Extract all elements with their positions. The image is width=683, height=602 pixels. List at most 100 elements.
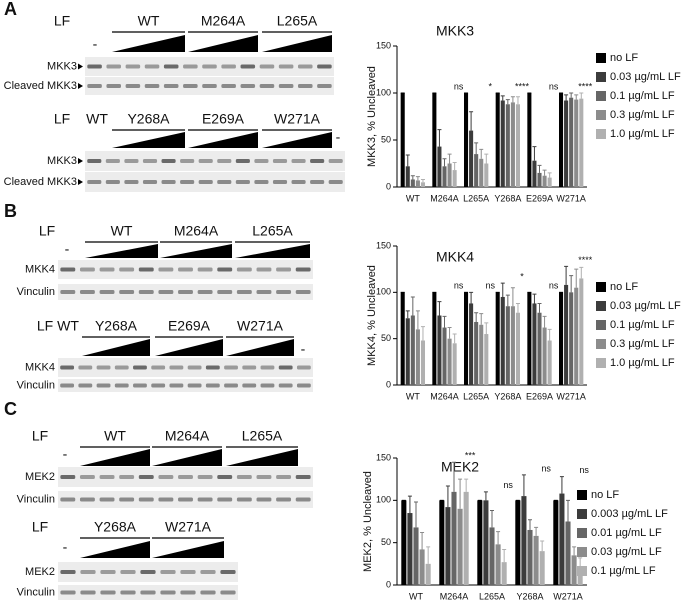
row-arrow [78,83,83,89]
blot-band [178,290,193,294]
bar [410,179,415,187]
blot-band [236,475,252,479]
blot-band [78,365,93,370]
group-label: W271A [274,111,321,127]
error-bar [452,461,456,492]
blot-band [254,180,269,184]
error-bar [547,328,552,341]
legend-swatch [577,566,587,576]
error-bar [534,526,539,536]
blot-band [120,570,136,574]
concentration-wedge [80,449,150,466]
blot-band [178,475,193,479]
y-tick-label: 100 [376,287,391,297]
blot-band [169,383,184,388]
y-tick-label: 50 [381,134,391,144]
group-label: M264A [174,223,219,239]
blot-band [297,64,313,69]
blot-band [317,64,332,69]
y-tick-label: 50 [381,333,391,343]
blot-band [140,590,156,595]
blot-band [278,64,294,69]
blot-strip [58,358,313,377]
bar [483,500,489,585]
lf-label: LF [54,13,70,29]
significance-label: **** [578,255,593,265]
error-bar [405,154,410,167]
bar [432,93,437,187]
blot-band [295,475,311,479]
blot-band [197,497,213,502]
x-tick-label: Y268A [516,591,543,601]
error-bar [564,265,569,285]
error-bar [474,142,479,155]
blot-band [161,180,176,184]
legend-label: 0.3 µg/mL LF [610,109,675,121]
blot-band [87,159,102,163]
error-bar [437,301,442,316]
blot-band [235,159,250,163]
blot-band [178,497,193,502]
bar [505,104,510,187]
bar [469,303,474,385]
error-bar [532,293,537,304]
legend-swatch [596,301,606,311]
blot-band [197,290,213,294]
blot-band [295,290,311,294]
bar [415,180,420,187]
legend-label: 1.0 µg/mL LF [610,357,675,369]
error-bar [484,322,489,335]
legend-label: 0.3 µg/mL LF [610,338,675,350]
legend-swatch [577,528,587,538]
y-axis-label: MKK4, % Uncleaved [366,265,378,366]
legend-swatch [596,110,606,120]
blot-band [276,267,292,272]
blot-band [180,570,196,574]
blot-band [96,383,111,388]
error-bar [579,92,584,99]
row-label: MKK4 [25,361,55,373]
bar [501,562,507,585]
blot-band [272,180,288,184]
error-bar [464,478,469,492]
error-bar [452,333,457,344]
error-bar [447,153,452,164]
blot-band [217,159,232,163]
blot-band [60,290,76,294]
blot-band [295,267,311,272]
group-label: W271A [237,318,284,334]
legend-label: 0.03 µg/mL LF [591,546,662,558]
bar [539,551,545,585]
group-label: WT [104,428,126,444]
legend-swatch [596,320,606,330]
error-bar [574,268,579,288]
bar [447,338,452,385]
bar [484,334,489,385]
concentration-wedge [80,541,150,558]
y-tick-label: 150 [376,240,391,250]
y-axis-label: MKK3, % Uncleaved [366,66,378,167]
blot-band [240,84,256,88]
blot-band [217,475,233,479]
blot-band [260,383,275,388]
concentration-wedge [226,449,298,466]
blot-band [119,497,135,502]
bar [527,529,533,585]
error-bar [415,310,420,330]
bar [452,170,457,187]
blot-band [160,570,176,574]
blot-band [87,84,102,88]
x-tick-label: L265A [463,193,489,203]
significance-label: **** [515,81,530,91]
blot-band [220,570,236,574]
blot-band [60,570,76,574]
bar [457,508,463,585]
row-label: Vinculin [17,493,55,505]
x-tick-label: WT [406,391,420,401]
blot-band [138,290,154,294]
row-label: MEK2 [25,471,55,483]
error-bar [542,315,547,328]
error-bar [474,312,479,322]
blot-band [205,383,220,388]
legend-swatch [577,490,587,500]
